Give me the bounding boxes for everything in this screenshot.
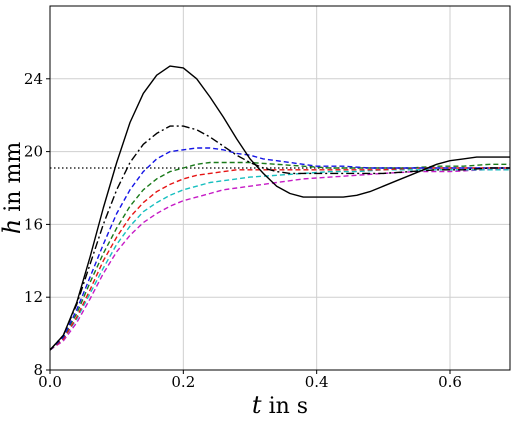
ticks: 0.0 0.2 0.4 0.6 8 12 16 20 24 bbox=[24, 70, 462, 391]
series-line-6 bbox=[49, 169, 510, 351]
x-axis-unit: in s bbox=[262, 394, 308, 419]
x-axis-label: t in s bbox=[252, 391, 308, 419]
y-tick-label: 12 bbox=[24, 288, 43, 306]
series-line-1 bbox=[49, 65, 510, 351]
x-tick-label: 0.6 bbox=[438, 373, 462, 391]
series-line-7 bbox=[49, 169, 510, 351]
x-axis-symbol: t bbox=[252, 391, 262, 419]
y-axis-unit: in mm bbox=[1, 142, 26, 219]
series-line-3 bbox=[49, 147, 510, 351]
x-tick-label: 0.2 bbox=[171, 373, 195, 391]
plot-frame bbox=[49, 5, 511, 371]
y-tick-label: 24 bbox=[24, 70, 43, 88]
y-axis-label: h in mm bbox=[0, 142, 26, 235]
series-line-2 bbox=[49, 125, 510, 351]
series-group bbox=[49, 65, 510, 351]
x-tick-label: 0.0 bbox=[38, 373, 62, 391]
x-tick-label: 0.4 bbox=[305, 373, 329, 391]
y-tick-label: 20 bbox=[24, 143, 43, 161]
series-line-4 bbox=[49, 161, 510, 351]
series-line-5 bbox=[49, 167, 510, 351]
y-tick-label: 8 bbox=[33, 361, 43, 379]
y-axis-symbol: h bbox=[0, 219, 26, 234]
y-tick-label: 16 bbox=[24, 215, 43, 233]
